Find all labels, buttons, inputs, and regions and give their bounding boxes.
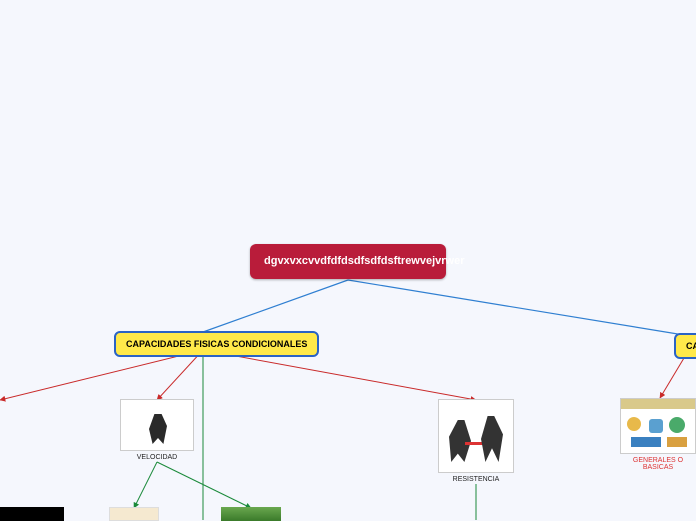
- generales-label: GENERALES O BASICAS: [620, 457, 696, 471]
- resistencia-label: RESISTENCIA: [438, 476, 514, 483]
- velocidad-label: VELOCIDAD: [120, 454, 194, 461]
- root-label: dgvxvxcvvdfdfdsdfsdfdsftrewvejvrwer: [264, 255, 465, 267]
- generales-image: [620, 398, 696, 454]
- resistencia-image: [438, 399, 514, 473]
- thumb-dark: [0, 507, 64, 521]
- root-node[interactable]: dgvxvxcvvdfdfdsdfsdfdsftrewvejvrwer: [250, 244, 446, 279]
- node-label: CAPACIDADES FISICAS CONDICIONALES: [126, 339, 307, 349]
- velocidad-image: [120, 399, 194, 451]
- node-capacidades-condicionales[interactable]: CAPACIDADES FISICAS CONDICIONALES: [114, 331, 319, 357]
- thumb-img1: [109, 507, 159, 521]
- node-velocidad[interactable]: VELOCIDAD: [120, 399, 194, 461]
- node-cap-right[interactable]: CAP: [674, 333, 696, 359]
- node-label: CAP: [686, 341, 696, 351]
- thumb-img2: [221, 507, 281, 521]
- node-generales[interactable]: GENERALES O BASICAS: [620, 398, 696, 471]
- node-resistencia[interactable]: RESISTENCIA: [438, 399, 514, 483]
